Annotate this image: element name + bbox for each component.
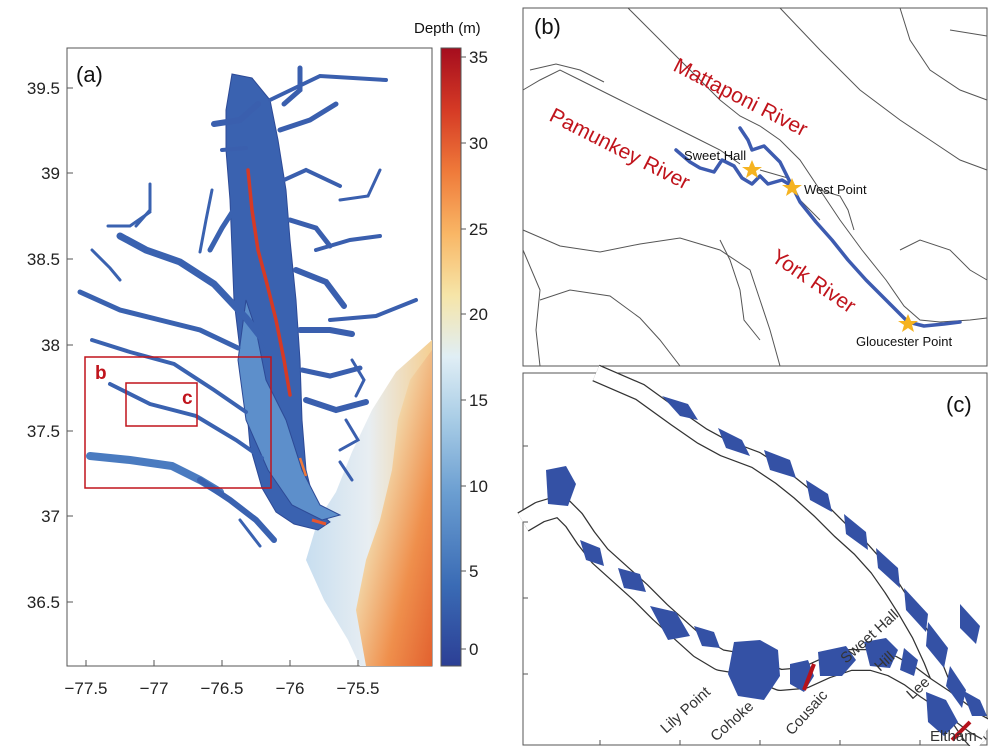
inset-b-box xyxy=(84,356,272,489)
sweet-hall-label: Sweet Hall xyxy=(684,148,746,163)
colorbar-tick-label: 15 xyxy=(469,391,488,410)
cross-section-1 xyxy=(802,663,816,691)
gloucester-point-marker xyxy=(898,314,918,332)
colorbar-tick-label: 0 xyxy=(469,640,478,659)
panel-c-ticks xyxy=(523,445,921,745)
western-tributaries xyxy=(77,182,277,548)
deep-channel xyxy=(246,168,292,397)
x-tick-label: −77 xyxy=(140,679,169,698)
river-channels xyxy=(674,126,962,328)
station-markers xyxy=(742,160,918,332)
panel-a: b c 39.5 39 38.5 38 37.5 37 36.5 −77.5 −… xyxy=(27,20,488,698)
inset-c-label: c xyxy=(182,388,193,409)
inset-c-box xyxy=(125,382,198,427)
y-tick-label: 38 xyxy=(41,336,60,355)
shoreline-outlines xyxy=(522,7,988,367)
x-tick-label: −77.5 xyxy=(64,679,107,698)
west-point-marker xyxy=(782,178,802,196)
panel-b-frame xyxy=(522,7,988,367)
colorbar-tick-label: 20 xyxy=(469,305,488,324)
river-inner-c xyxy=(592,365,986,746)
colorbar-tick-label: 30 xyxy=(469,134,488,153)
panel-c-label: (c) xyxy=(946,392,972,417)
colorbar-tick-label: 5 xyxy=(469,562,478,581)
colorbar-tick-label: 10 xyxy=(469,477,488,496)
northern-tributaries xyxy=(211,65,418,414)
sweet-hall-marker xyxy=(742,160,762,178)
ocean-deep xyxy=(356,350,432,666)
x-tick-label: −75.5 xyxy=(336,679,379,698)
y-tick-label: 37 xyxy=(41,507,60,526)
y-tick-label: 39 xyxy=(41,164,60,183)
panel-a-label: (a) xyxy=(76,62,103,87)
y-tick-label: 36.5 xyxy=(27,593,60,612)
eastern-shore xyxy=(338,358,366,482)
colorbar-tick-label: 25 xyxy=(469,220,488,239)
colorbar-ticks xyxy=(461,56,466,650)
x-ticks xyxy=(85,660,359,666)
inset-b-label: b xyxy=(95,363,107,384)
y-tick-label: 38.5 xyxy=(27,250,60,269)
channel-fill-c xyxy=(546,396,987,736)
y-tick-label: 37.5 xyxy=(27,422,60,441)
colorbar-tick-label: 35 xyxy=(469,48,488,67)
deep-channel-entrance xyxy=(311,518,327,526)
gloucester-point-label: Gloucester Point xyxy=(856,334,952,349)
x-tick-label: −76.5 xyxy=(200,679,243,698)
panel-b-label: (b) xyxy=(534,14,561,39)
x-tick-label: −76 xyxy=(276,679,305,698)
west-point-label: West Point xyxy=(804,182,867,197)
deep-channel-mouth xyxy=(298,457,308,477)
cross-section-2 xyxy=(950,720,972,742)
panel-b: Sweet Hall West Point Gloucester Point M… xyxy=(522,7,988,367)
panel-c: Lily Point Cohoke Cousaic Sweet Hall Hil… xyxy=(517,364,988,746)
y-tick-label: 39.5 xyxy=(27,79,60,98)
y-ticks xyxy=(67,87,73,603)
colorbar-title: Depth (m) xyxy=(414,20,481,37)
colorbar xyxy=(440,47,462,667)
eltham-label: Eltham xyxy=(930,728,977,745)
